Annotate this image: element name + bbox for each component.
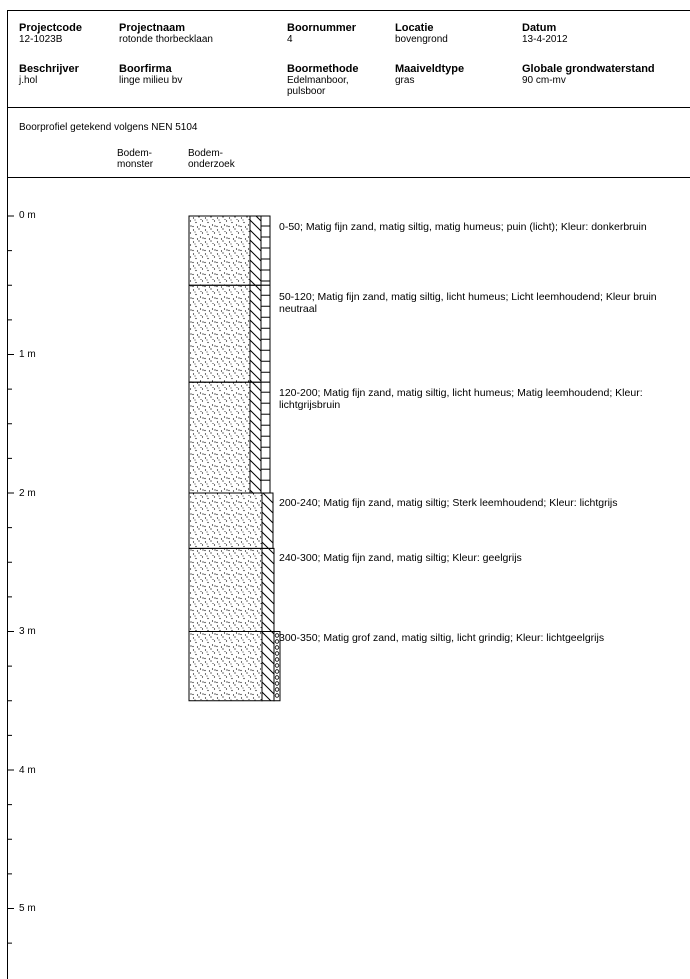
header-locatie: Locatie bovengrond (395, 22, 448, 45)
silt-hatch (249, 381, 262, 494)
depth-label-4: 4 m (19, 765, 36, 776)
layer-description: 300-350; Matig grof zand, matig siltig, … (279, 632, 605, 644)
layer-description: 50-120; Matig fijn zand, matig siltig, l… (279, 291, 657, 315)
column-bodem-monster: Bodem- monster (117, 148, 154, 170)
humus-column (260, 284, 271, 383)
gravel-mark (274, 669, 280, 674)
columns-divider (7, 177, 690, 178)
silt-hatch (249, 215, 262, 286)
layer-description: 240-300; Matig fijn zand, matig siltig; … (279, 552, 522, 564)
layer-columns (188, 215, 281, 702)
depth-label-2: 2 m (19, 488, 36, 499)
gravel-mark (274, 681, 280, 686)
depth-label-5: 5 m (19, 903, 36, 914)
gravel-mark (274, 633, 280, 638)
sand-layer (188, 631, 263, 702)
silt-hatch (261, 631, 275, 702)
gravel-mark (274, 693, 280, 698)
silt-hatch (249, 284, 262, 383)
sand-layer (188, 547, 263, 633)
sand-layer (188, 215, 251, 286)
silt-hatch (261, 492, 274, 549)
gravel-mark (274, 675, 280, 680)
header-beschrijver: Beschrijver j.hol (19, 63, 79, 86)
sand-layer (188, 381, 251, 494)
page-frame (7, 10, 690, 979)
humus-column (260, 381, 271, 494)
header-grondwaterstand: Globale grondwaterstand 90 cm-mv (522, 63, 655, 86)
header-divider (7, 107, 690, 108)
column-bodem-onderzoek: Bodem- onderzoek (188, 148, 235, 170)
depth-label-3: 3 m (19, 626, 36, 637)
gravel-mark (274, 639, 280, 644)
header-projectcode: Projectcode 12-1023B (19, 22, 82, 45)
depth-label-0: 0 m (19, 210, 36, 221)
depth-label-1: 1 m (19, 349, 36, 360)
layer-description: 0-50; Matig fijn zand, matig siltig, mat… (279, 221, 647, 233)
header-boorfirma: Boorfirma linge milieu bv (119, 63, 183, 86)
gravel-column (273, 631, 281, 702)
silt-hatch (261, 547, 275, 633)
header-maaiveldtype: Maaiveldtype gras (395, 63, 465, 86)
gravel-mark (274, 663, 280, 668)
gravel-mark (274, 651, 280, 656)
sand-layer (188, 492, 263, 549)
gravel-mark (274, 687, 280, 692)
depth-axis (7, 215, 14, 944)
layer-description: 200-240; Matig fijn zand, matig siltig; … (279, 497, 618, 509)
profile-note: Boorprofiel getekend volgens NEN 5104 (19, 122, 198, 133)
header-boornummer: Boornummer 4 (287, 22, 357, 45)
sand-layer (188, 284, 251, 383)
gravel-mark (274, 657, 280, 662)
gravel-mark (274, 645, 280, 650)
header-boormethode: Boormethode Edelmanboor, pulsboor (287, 63, 359, 97)
header-datum: Datum 13-4-2012 (522, 22, 568, 45)
header-projectnaam: Projectnaam rotonde thorbecklaan (119, 22, 213, 45)
layer-description: 120-200; Matig fijn zand, matig siltig, … (279, 387, 643, 411)
